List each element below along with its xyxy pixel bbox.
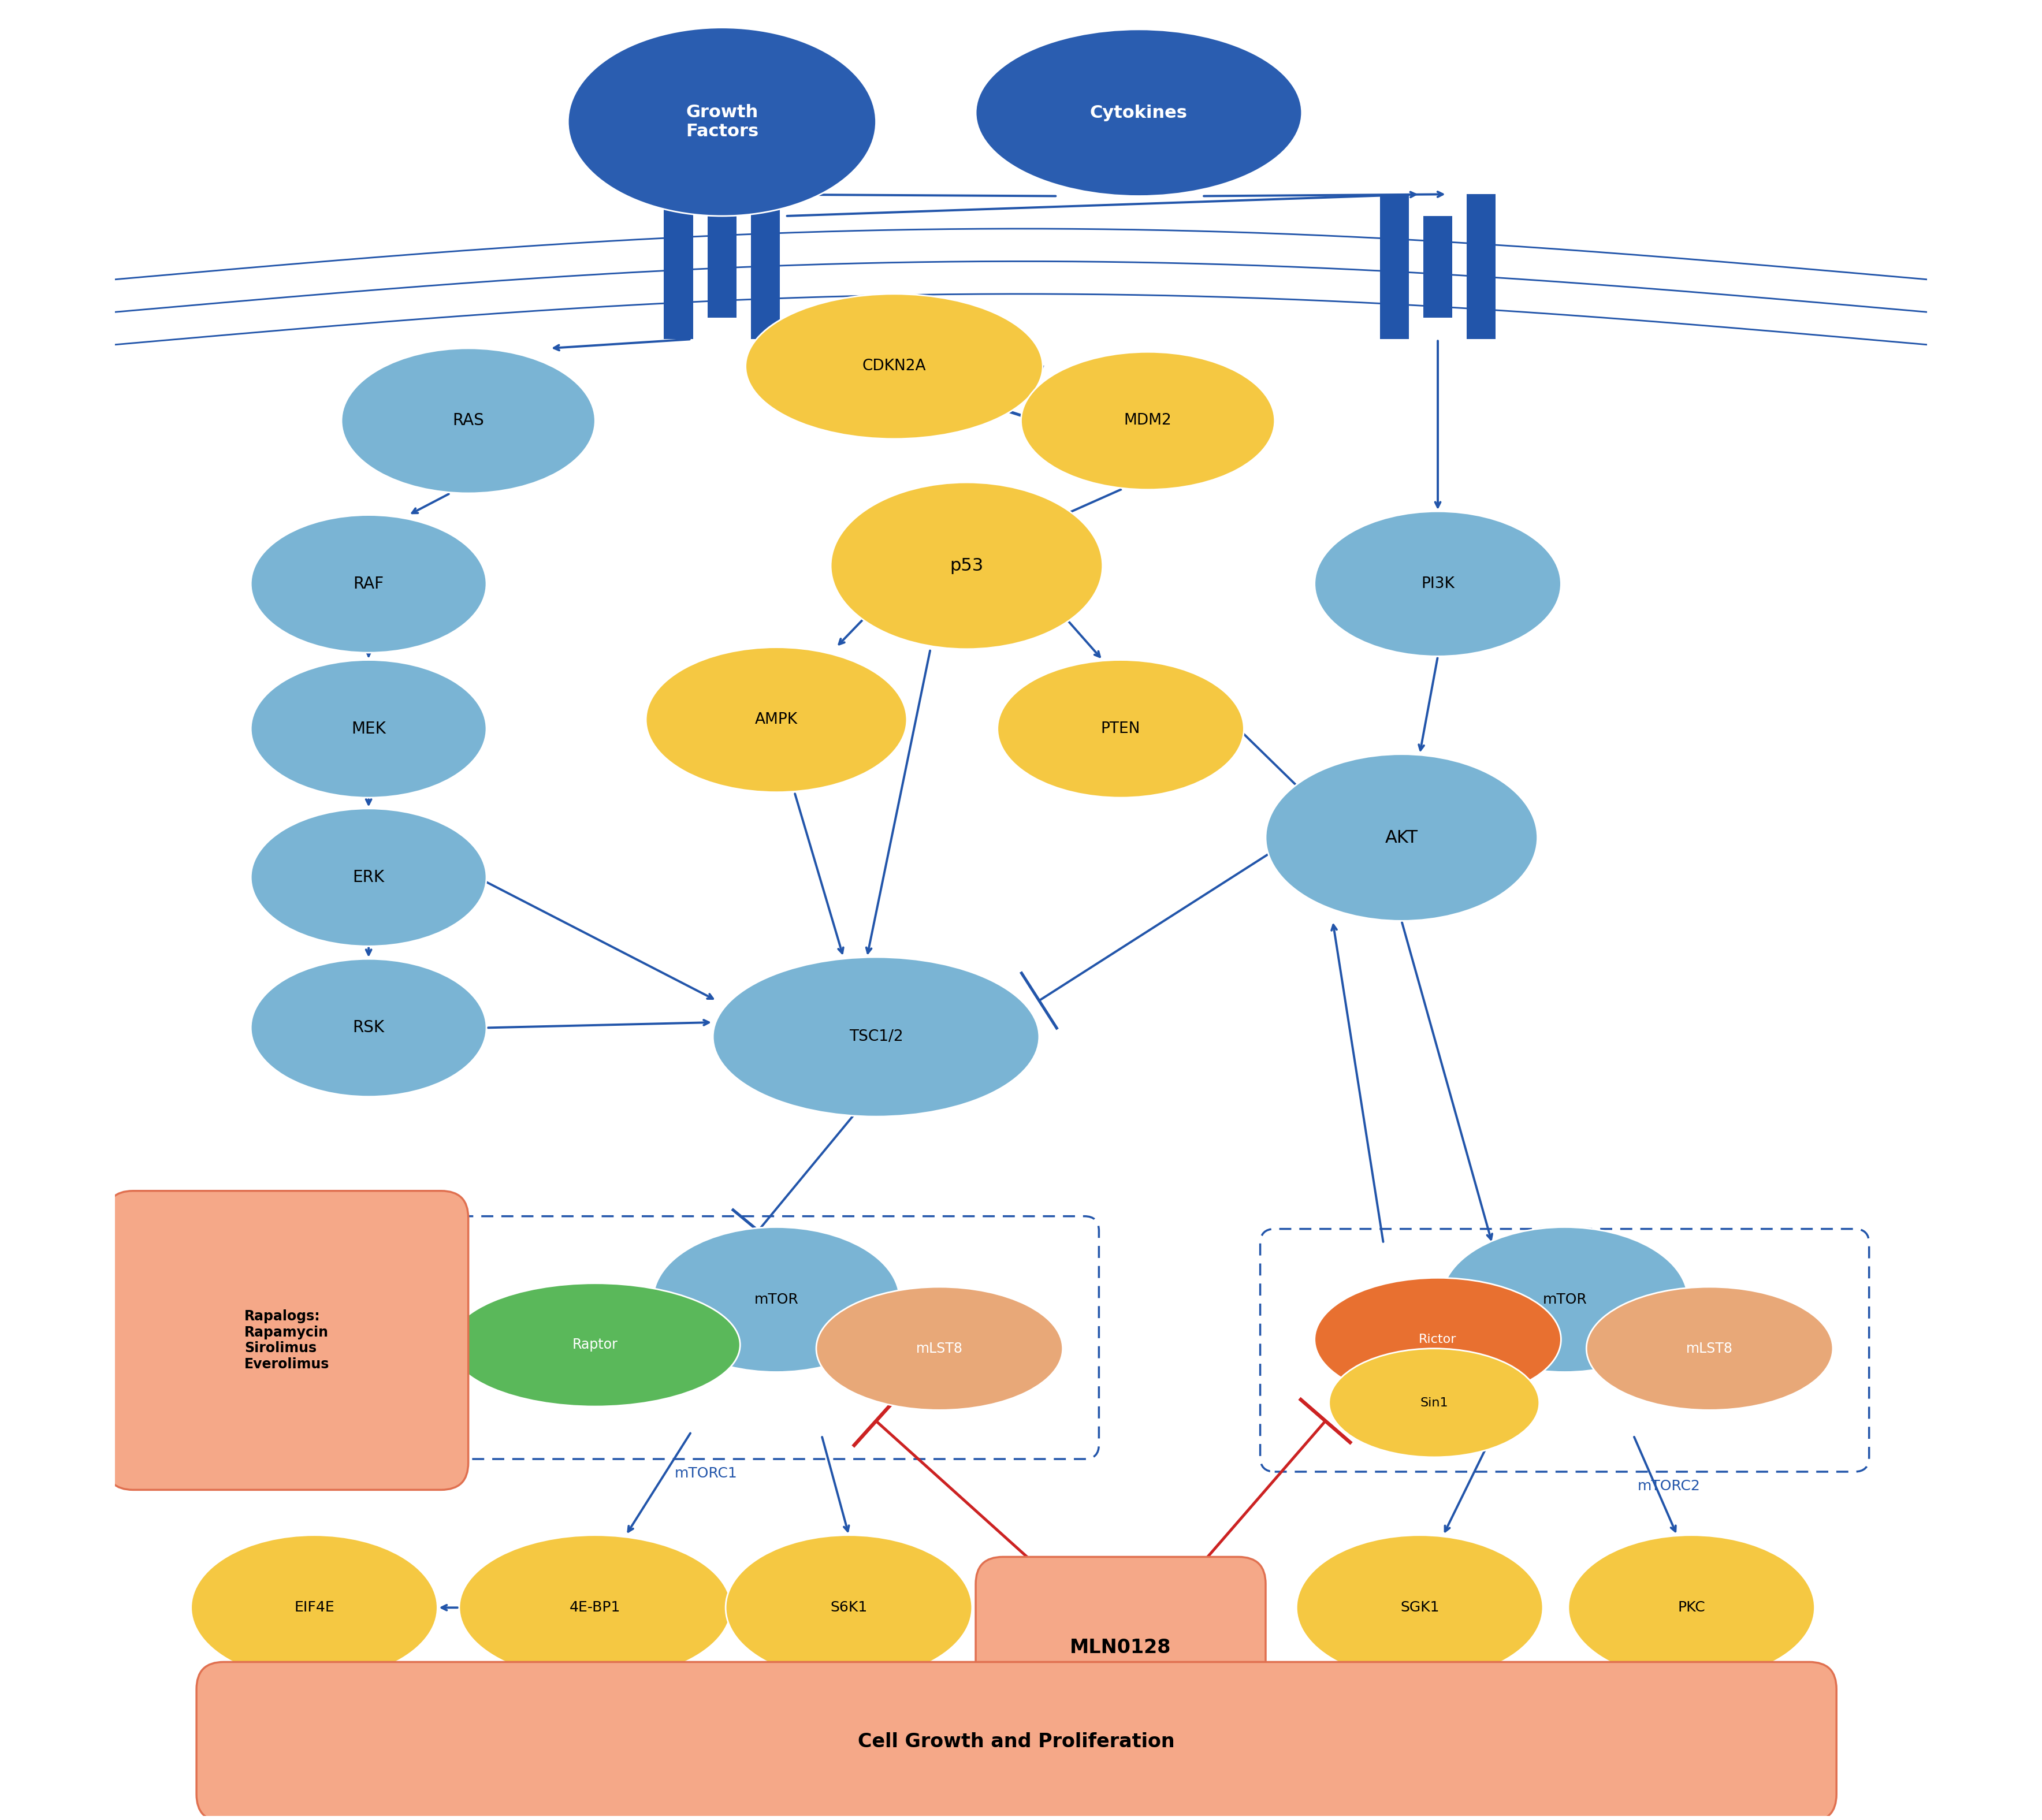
Text: Cytokines: Cytokines — [1090, 104, 1188, 122]
FancyBboxPatch shape — [196, 1662, 1836, 1820]
Ellipse shape — [1266, 753, 1538, 921]
Ellipse shape — [1442, 1227, 1689, 1372]
Bar — [707, 217, 737, 317]
Text: mTOR: mTOR — [753, 1292, 798, 1307]
Text: EIF4E: EIF4E — [294, 1600, 335, 1614]
Bar — [1423, 217, 1452, 317]
Text: mTOR: mTOR — [1542, 1292, 1587, 1307]
Ellipse shape — [251, 661, 486, 797]
Text: ERK: ERK — [353, 870, 384, 886]
Text: PKC: PKC — [1679, 1600, 1705, 1614]
FancyBboxPatch shape — [976, 1556, 1266, 1738]
Text: AKT: AKT — [1384, 830, 1417, 846]
Ellipse shape — [976, 29, 1303, 197]
Text: Sin1: Sin1 — [1419, 1398, 1448, 1409]
Text: MLN0128: MLN0128 — [1070, 1638, 1172, 1656]
Text: mTORC2: mTORC2 — [1638, 1480, 1701, 1492]
Text: S6K1: S6K1 — [831, 1600, 868, 1614]
Text: AMPK: AMPK — [756, 712, 798, 728]
Text: Growth
Factors: Growth Factors — [686, 104, 758, 140]
Text: mLST8: mLST8 — [1687, 1341, 1734, 1356]
Text: PI3K: PI3K — [1421, 577, 1454, 592]
Ellipse shape — [817, 1287, 1062, 1410]
Bar — [1466, 195, 1497, 339]
Text: CDKN2A: CDKN2A — [862, 359, 927, 373]
Text: p53: p53 — [950, 557, 984, 573]
Text: Raptor: Raptor — [572, 1338, 619, 1352]
Text: 4E-BP1: 4E-BP1 — [570, 1600, 621, 1614]
Text: Rictor: Rictor — [1419, 1334, 1456, 1345]
Ellipse shape — [1587, 1287, 1834, 1410]
Text: RAS: RAS — [453, 413, 484, 430]
Ellipse shape — [996, 661, 1244, 797]
Bar — [751, 195, 780, 339]
Ellipse shape — [745, 293, 1043, 439]
Ellipse shape — [568, 27, 876, 217]
Bar — [1380, 195, 1409, 339]
Text: mLST8: mLST8 — [917, 1341, 964, 1356]
Text: Rapalogs:
Rapamycin
Sirolimus
Everolimus: Rapalogs: Rapamycin Sirolimus Everolimus — [245, 1309, 329, 1370]
Ellipse shape — [831, 482, 1103, 650]
Ellipse shape — [725, 1534, 972, 1680]
Text: MEK: MEK — [351, 721, 386, 737]
Ellipse shape — [251, 959, 486, 1097]
Ellipse shape — [251, 808, 486, 946]
Ellipse shape — [1568, 1534, 1815, 1680]
Text: TSC1/2: TSC1/2 — [849, 1030, 903, 1045]
Ellipse shape — [449, 1283, 739, 1407]
Text: RSK: RSK — [353, 1019, 384, 1036]
Ellipse shape — [251, 515, 486, 653]
Text: MDM2: MDM2 — [1123, 413, 1172, 428]
Ellipse shape — [713, 957, 1039, 1116]
Text: mTORC1: mTORC1 — [674, 1467, 737, 1480]
FancyBboxPatch shape — [106, 1190, 468, 1491]
Ellipse shape — [341, 348, 594, 493]
Ellipse shape — [1315, 511, 1560, 657]
Bar — [664, 195, 692, 339]
Ellipse shape — [192, 1534, 437, 1680]
Ellipse shape — [653, 1227, 901, 1372]
Ellipse shape — [1021, 351, 1274, 490]
Text: Cell Growth and Proliferation: Cell Growth and Proliferation — [858, 1733, 1174, 1751]
Ellipse shape — [1329, 1349, 1540, 1458]
Text: RAF: RAF — [353, 575, 384, 592]
Text: SGK1: SGK1 — [1401, 1600, 1440, 1614]
Ellipse shape — [459, 1534, 731, 1680]
Ellipse shape — [645, 648, 907, 792]
Text: PTEN: PTEN — [1101, 721, 1139, 737]
Ellipse shape — [1297, 1534, 1544, 1680]
Ellipse shape — [1315, 1278, 1560, 1401]
